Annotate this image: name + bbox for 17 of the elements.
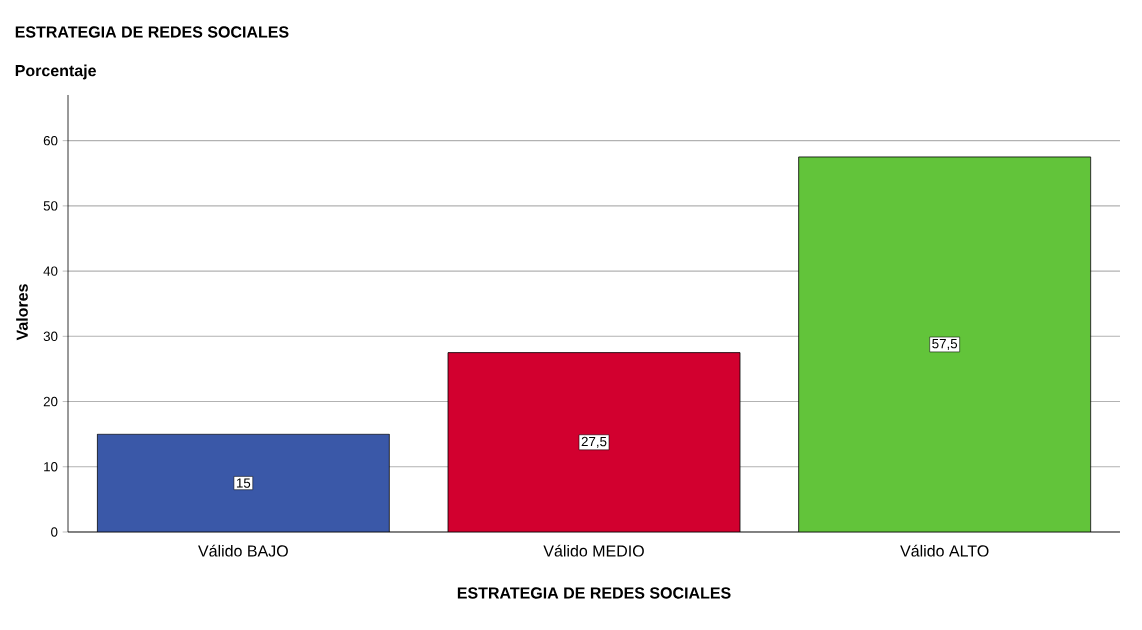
x-tick-label: Válido ALTO (900, 544, 989, 557)
y-tick-label: 20 (43, 396, 58, 407)
chart-subtitle: Porcentaje (15, 64, 96, 80)
x-axis-title: ESTRATEGIA DE REDES SOCIALES (457, 587, 731, 599)
y-tick-label: 60 (43, 135, 58, 146)
y-tick-label: 50 (43, 201, 58, 211)
y-tick-label: 30 (43, 331, 58, 342)
y-axis-title: Valores (16, 284, 28, 341)
y-tick-label: 10 (44, 462, 58, 472)
x-tick-label: Válido BAJO (198, 544, 288, 557)
data-label: 27,5 (581, 436, 607, 448)
x-tick-label: Válido MEDIO (543, 544, 644, 557)
y-tick-label: 0 (51, 527, 58, 537)
chart-title: ESTRATEGIA DE REDES SOCIALES (15, 26, 289, 38)
y-tick-label: 40 (43, 266, 58, 276)
data-label: 15 (236, 478, 251, 488)
data-label: 57,5 (932, 339, 958, 350)
